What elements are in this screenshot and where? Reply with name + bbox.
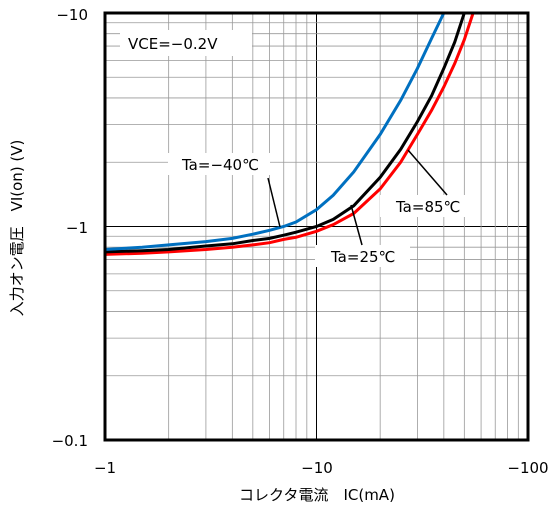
label-leader-line bbox=[407, 149, 448, 196]
x-tick-label: −1 bbox=[94, 459, 116, 477]
x-axis-label: コレクタ電流 IC(mA) bbox=[239, 486, 395, 504]
series-line bbox=[104, 12, 466, 254]
label-leader-line bbox=[350, 204, 363, 246]
series-line bbox=[104, 12, 475, 256]
series-label: Ta=−40℃ bbox=[168, 153, 281, 228]
series-label: Ta=85℃ bbox=[380, 149, 475, 217]
series-line bbox=[104, 12, 446, 251]
x-tick-label: −10 bbox=[301, 459, 333, 477]
labels-layer: Ta=−40℃ Ta=25℃ Ta=85℃ bbox=[168, 149, 475, 267]
vce-annotation: VCE=−0.2V bbox=[120, 30, 252, 56]
plot-frame bbox=[103, 11, 530, 442]
y-tick-labels: −0.1 −1 −10 bbox=[52, 6, 88, 450]
label-leader-line bbox=[267, 177, 281, 228]
series-label-text: Ta=85℃ bbox=[395, 198, 460, 216]
x-tick-labels: −1 −10 −100 bbox=[94, 459, 549, 477]
y-tick-label: −0.1 bbox=[52, 432, 88, 450]
series-label-text: Ta=−40℃ bbox=[181, 156, 259, 174]
x-tick-label: −100 bbox=[507, 459, 548, 477]
y-tick-label: −10 bbox=[56, 6, 88, 24]
y-tick-label: −1 bbox=[66, 219, 88, 237]
vce-annotation-text: VCE=−0.2V bbox=[128, 35, 218, 53]
series-layer bbox=[104, 12, 475, 256]
y-axis-label: 入力オン電圧 VI(on) (V) bbox=[8, 140, 26, 317]
series-label-text: Ta=25℃ bbox=[330, 248, 395, 266]
series-label: Ta=25℃ bbox=[315, 204, 410, 267]
